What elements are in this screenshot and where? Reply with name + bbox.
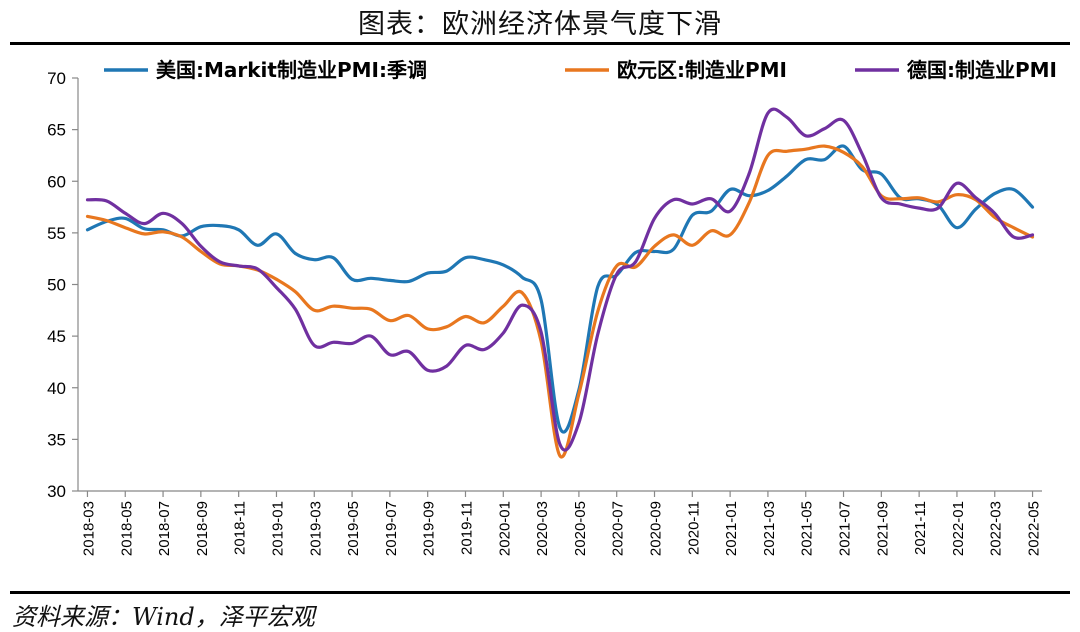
bottom-rule (10, 591, 1070, 594)
x-tick-label: 2022-05 (1026, 501, 1043, 556)
line-chart: 30 35 40 45 50 55 60 65 70 2018-03 2018-05 2018-07 2… (47, 58, 1057, 556)
x-tick-label: 2019-07 (383, 501, 400, 556)
x-tick-label: 2019-09 (421, 501, 438, 556)
x-tick-label: 2020-11 (685, 501, 702, 555)
x-tick-label: 2021-01 (723, 501, 740, 556)
x-tick-label: 2018-11 (232, 501, 249, 555)
y-tick-label: 70 (47, 69, 66, 88)
x-tick-label: 2021-03 (761, 501, 778, 556)
series-line-3 (85, 107, 1035, 452)
y-tick-label: 40 (47, 379, 66, 398)
y-tick-label: 35 (47, 430, 66, 449)
legend-label-1: 美国:Markit制造业PMI:季调 (156, 58, 427, 82)
x-tick-label: 2020-03 (534, 501, 551, 556)
x-tick-label: 2018-09 (194, 501, 211, 556)
top-rule (10, 42, 1070, 45)
y-tick-label: 30 (47, 482, 66, 501)
x-tick-label: 2020-07 (610, 501, 627, 556)
x-tick-label: 2018-07 (156, 501, 173, 556)
legend-label-3: 德国:制造业PMI (907, 58, 1057, 82)
series-line-1 (85, 144, 1035, 434)
x-tick-label: 2019-11 (458, 501, 475, 555)
y-tick-label: 45 (47, 327, 66, 346)
x-tick-label: 2018-03 (80, 501, 97, 556)
x-tick-label: 2021-05 (799, 501, 816, 556)
x-tick-label: 2020-01 (496, 501, 513, 556)
chart-title: 图表：欧洲经济体景气度下滑 (358, 9, 722, 40)
source-note: 资料来源：Wind，泽平宏观 (12, 603, 315, 631)
y-tick-label: 65 (47, 121, 66, 140)
x-tick-label: 2022-03 (988, 501, 1005, 556)
x-tick-label: 2021-11 (912, 501, 929, 555)
x-tick-label: 2021-09 (874, 501, 891, 556)
x-tick-label: 2021-07 (837, 501, 854, 556)
legend-label-2: 欧元区:制造业PMI (617, 58, 787, 82)
x-tick-label: 2019-03 (307, 501, 324, 556)
legend: 美国:Markit制造业PMI:季调 欧元区:制造业PMI 德国:制造业PMI (104, 58, 1057, 82)
x-tick-label: 2022-01 (950, 501, 967, 556)
series-layer (85, 107, 1035, 459)
series-line-2 (85, 144, 1035, 459)
axes: 30 35 40 45 50 55 60 65 70 2018-03 2018-05 2018-07 2… (47, 69, 1042, 556)
x-tick-label: 2018-05 (118, 501, 135, 556)
y-tick-label: 50 (47, 276, 66, 295)
x-tick-label: 2020-09 (648, 501, 665, 556)
y-tick-label: 55 (47, 224, 66, 243)
x-tick-label: 2020-05 (572, 501, 589, 556)
x-tick-label: 2019-01 (269, 501, 286, 556)
x-tick-label: 2019-05 (345, 501, 362, 556)
y-tick-label: 60 (47, 172, 66, 191)
